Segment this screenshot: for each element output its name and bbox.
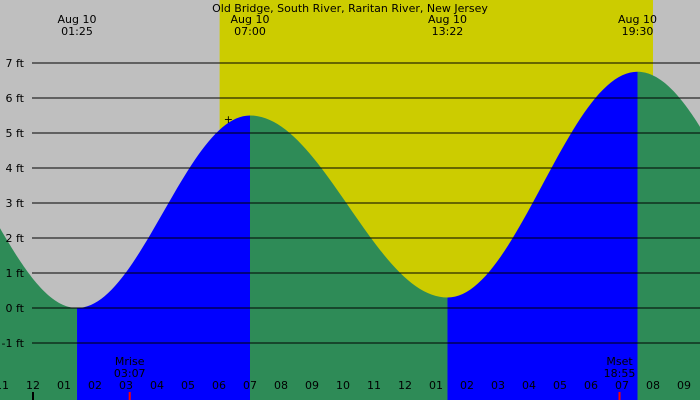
y-tick-label: 6 ft (6, 92, 25, 105)
extreme-time-label: 07:00 (234, 25, 266, 38)
x-tick-label: 08 (274, 379, 288, 392)
falling-tide-area (0, 228, 78, 400)
x-tick-label: 10 (336, 379, 350, 392)
chart-title: Old Bridge, South River, Raritan River, … (212, 2, 488, 15)
x-tick-label: 02 (460, 379, 474, 392)
moon-event-label: Mset (606, 355, 633, 368)
midnight-tick (32, 392, 34, 400)
moon-tick (618, 392, 621, 400)
gridlines (32, 62, 700, 344)
x-tick-label: 07 (615, 379, 629, 392)
x-tick-label: 01 (57, 379, 71, 392)
y-tick-label: 7 ft (6, 57, 25, 70)
moon-event-label: Mrise (115, 355, 145, 368)
y-tick-label: 4 ft (6, 162, 25, 175)
extreme-time-label: 19:30 (622, 25, 654, 38)
x-tick-label: 08 (646, 379, 660, 392)
y-tick-label: 2 ft (6, 232, 25, 245)
moon-event-time: 18:55 (604, 367, 636, 380)
moon-event-time: 03:07 (114, 367, 146, 380)
x-tick-label: 09 (305, 379, 319, 392)
x-tick-label: 05 (181, 379, 195, 392)
y-tick-label: 5 ft (6, 127, 25, 140)
current-time-marker: + (224, 113, 233, 126)
rising-tide-area (77, 115, 251, 400)
x-tick-label: 04 (522, 379, 536, 392)
x-tick-label: 11 (367, 379, 381, 392)
rising-tide-area (447, 71, 638, 400)
extreme-time-label: 13:22 (432, 25, 464, 38)
x-tick-label: 11 (0, 379, 9, 392)
falling-tide-area (637, 71, 700, 400)
falling-tide-area (250, 115, 448, 400)
x-tick-label: 05 (553, 379, 567, 392)
extreme-date-label: Aug 10 (428, 13, 467, 26)
x-tick-label: 03 (491, 379, 505, 392)
extreme-date-label: Aug 10 (58, 13, 97, 26)
y-axis-labels: -1 ft 0 ft 1 ft 2 ft 3 ft 4 ft 5 ft 6 ft 7 ft (2, 57, 25, 350)
x-tick-label: 02 (88, 379, 102, 392)
x-tick-label: 09 (677, 379, 691, 392)
x-tick-label: 06 (584, 379, 598, 392)
y-tick-label: 1 ft (6, 267, 25, 280)
x-tick-label: 01 (429, 379, 443, 392)
x-tick-label: 12 (398, 379, 412, 392)
y-tick-label: 3 ft (6, 197, 25, 210)
y-tick-label: -1 ft (2, 337, 25, 350)
extreme-date-label: Aug 10 (231, 13, 270, 26)
x-axis-labels: 11 12 01 02 03 04 05 06 07 08 09 10 11 12 01 02 03 04 05 06… (0, 379, 691, 400)
extreme-time-label: 01:25 (61, 25, 93, 38)
tide-areas (0, 71, 700, 400)
x-tick-label: 03 (119, 379, 133, 392)
x-tick-label: 12 (26, 379, 40, 392)
x-tick-label: 04 (150, 379, 164, 392)
moon-tick (128, 392, 131, 400)
marker-plus: + (224, 113, 233, 126)
x-tick-label: 06 (212, 379, 226, 392)
y-tick-label: 0 ft (6, 302, 25, 315)
extreme-date-label: Aug 10 (618, 13, 657, 26)
x-tick-label: 07 (243, 379, 257, 392)
